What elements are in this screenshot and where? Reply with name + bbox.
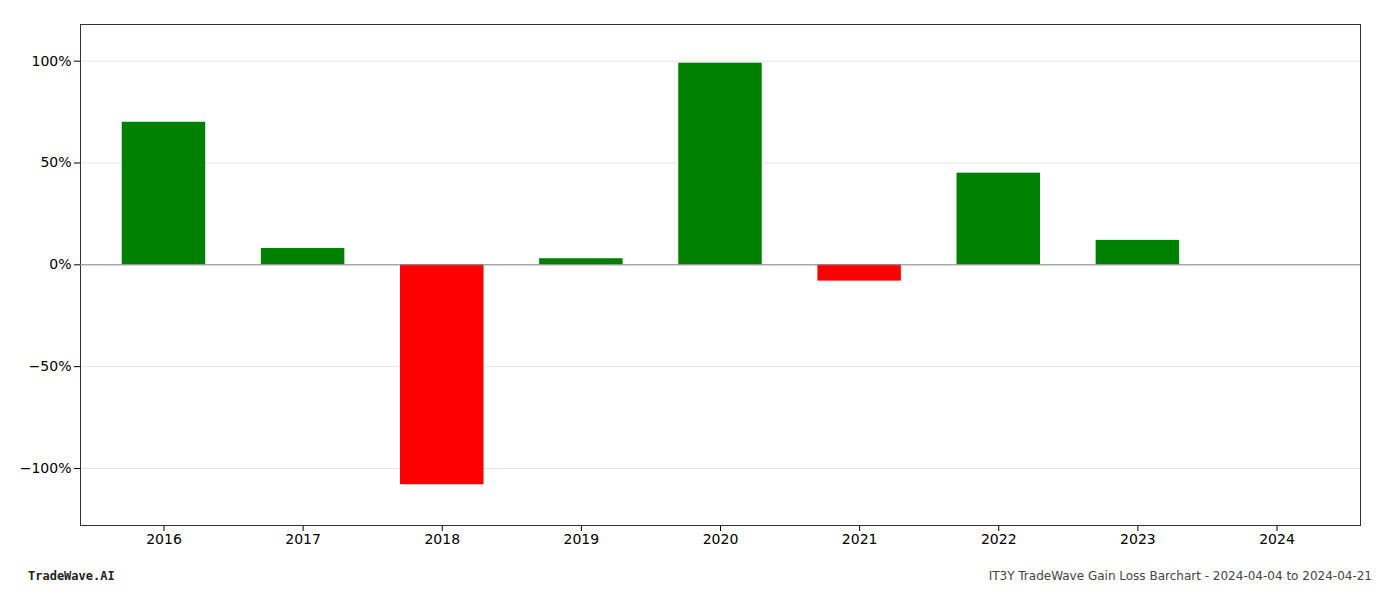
svg-text:2019: 2019 <box>564 531 600 547</box>
svg-text:0%: 0% <box>49 256 71 272</box>
svg-text:100%: 100% <box>31 53 71 69</box>
svg-text:2020: 2020 <box>703 531 739 547</box>
svg-text:50%: 50% <box>40 154 71 170</box>
svg-text:−50%: −50% <box>29 358 72 374</box>
svg-text:−100%: −100% <box>20 460 72 476</box>
svg-text:2016: 2016 <box>146 531 182 547</box>
html-text:IT3Y TradeWave Gain Loss Barch: IT3Y TradeWave Gain Loss Barchart - 2024… <box>988 569 1372 583</box>
svg-text:2017: 2017 <box>285 531 321 547</box>
svg-text:2024: 2024 <box>1259 531 1295 547</box>
svg-text:2018: 2018 <box>424 531 460 547</box>
svg-text:2022: 2022 <box>981 531 1017 547</box>
html-text:TradeWave.AI: TradeWave.AI <box>28 569 115 583</box>
svg-text:2021: 2021 <box>842 531 878 547</box>
svg-text:2023: 2023 <box>1120 531 1156 547</box>
